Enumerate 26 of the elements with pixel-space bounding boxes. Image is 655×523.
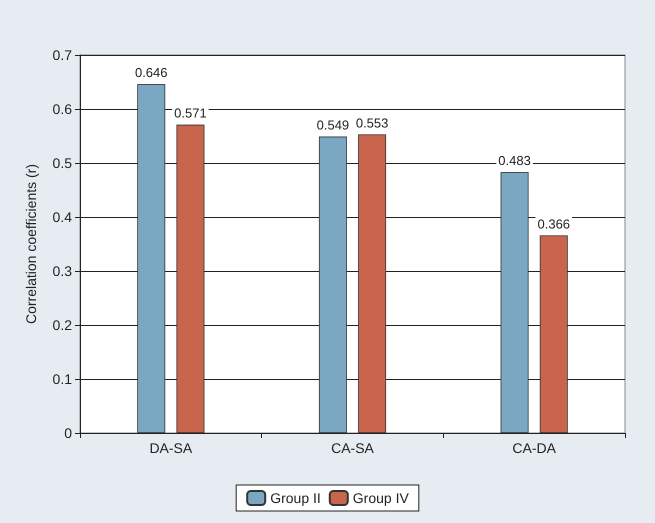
bar [540, 235, 568, 433]
y-tick-label: 0 [64, 425, 72, 441]
y-tick-label: 0.6 [52, 101, 72, 117]
data-label: 0.483 [498, 153, 531, 168]
x-tick-label: CA-DA [512, 440, 557, 456]
data-label: 0.553 [356, 115, 388, 130]
data-label: 0.646 [134, 65, 168, 80]
x-tick-label: CA-SA [331, 440, 375, 456]
bar [137, 84, 166, 433]
y-tick-label: 0.4 [52, 209, 72, 225]
y-tick-label: 0.5 [52, 155, 72, 171]
y-tick-label: 0.3 [52, 263, 72, 279]
y-tick-label: 0.2 [52, 317, 72, 333]
y-axis-title: Correlation coefficients (r) [23, 164, 39, 324]
bar [500, 172, 529, 433]
y-tick-label: 0.1 [52, 371, 72, 387]
data-label: 0.549 [316, 118, 350, 133]
bar [358, 134, 386, 433]
legend-label: Group IV [352, 490, 410, 506]
y-tick-label: 0.7 [52, 47, 72, 63]
bar [318, 136, 347, 433]
data-label: 0.571 [174, 106, 207, 121]
bar [176, 124, 204, 433]
data-label: 0.366 [537, 216, 570, 232]
legend-label: Group II [270, 490, 321, 506]
x-tick-label: DA-SA [149, 440, 193, 456]
